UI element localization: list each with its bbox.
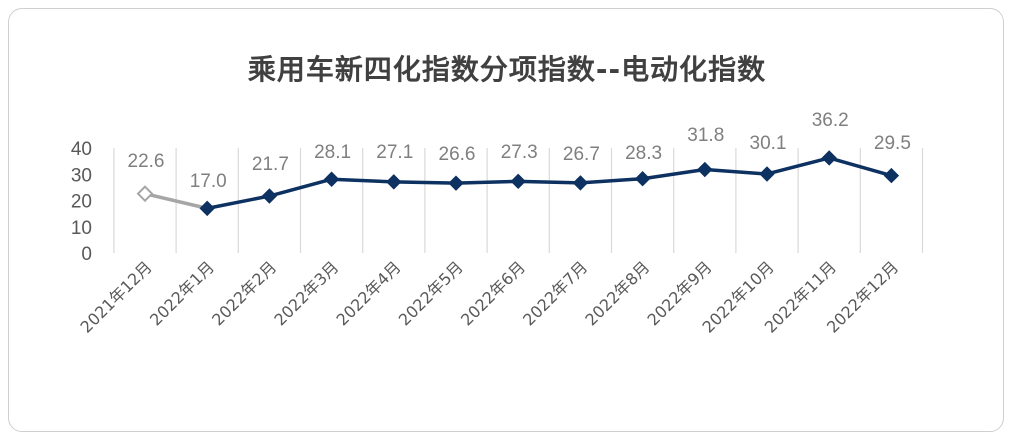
x-tick-label: 2022年3月: [270, 257, 342, 329]
series-markers: [136, 150, 900, 217]
data-point-marker: [199, 200, 215, 217]
data-point-marker: [510, 173, 526, 190]
data-label: 22.6: [128, 151, 165, 172]
data-label: 28.3: [625, 143, 662, 164]
x-tick-label: 2021年12月: [77, 257, 156, 336]
data-label: 17.0: [190, 171, 227, 192]
data-point-marker: [759, 166, 775, 182]
data-label: 26.6: [439, 144, 476, 165]
x-tick-label: 2022年2月: [208, 257, 280, 329]
chart-title: 乘用车新四化指数分项指数--电动化指数: [247, 53, 767, 86]
x-tick-label: 2022年4月: [333, 257, 405, 329]
data-label: 27.3: [501, 142, 538, 163]
chart-frame: [8, 8, 1004, 432]
data-label: 27.1: [376, 142, 413, 163]
data-point-marker: [386, 174, 402, 190]
data-point-marker: [572, 175, 589, 191]
y-tick-label: 0: [81, 244, 92, 265]
x-tick-label: 2022年5月: [395, 257, 467, 329]
y-tick-label: 40: [71, 139, 92, 160]
data-point-marker: [697, 161, 713, 178]
x-tick-label: 2022年6月: [457, 257, 529, 329]
data-point-marker: [634, 171, 651, 187]
data-point-marker: [883, 167, 900, 184]
y-tick-label: 30: [71, 165, 92, 186]
data-label: 29.5: [874, 133, 911, 154]
data-point-marker: [323, 171, 340, 187]
data-point-marker: [136, 185, 154, 203]
series-line-previous: [144, 191, 208, 211]
x-tick-label: 2022年8月: [581, 257, 653, 329]
x-tick-label: 2022年1月: [146, 257, 218, 329]
y-axis-ticks: 0 10 20 30 40: [71, 139, 92, 265]
data-label: 21.7: [252, 154, 289, 175]
series-lines: [144, 156, 892, 211]
y-tick-label: 20: [71, 192, 92, 213]
grid-lines: [113, 148, 924, 253]
x-axis-ticks: 2021年12月2022年1月2022年2月2022年3月2022年4月2022…: [77, 257, 903, 336]
data-point-marker: [821, 150, 837, 166]
x-tick-label: 2022年7月: [519, 257, 591, 329]
y-tick-label: 10: [71, 218, 92, 239]
data-label: 28.1: [314, 142, 351, 163]
data-label: 31.8: [687, 125, 724, 146]
data-label: 30.1: [750, 133, 787, 154]
data-point-marker: [261, 188, 278, 204]
data-point-marker: [448, 175, 464, 191]
data-label: 26.7: [563, 144, 600, 165]
data-labels: 22.6 17.0 21.7 28.1 27.1 26.6 27.3 26.7 28.3 31.8…: [128, 110, 911, 192]
series-line: [206, 156, 892, 211]
data-label: 36.2: [812, 110, 849, 131]
